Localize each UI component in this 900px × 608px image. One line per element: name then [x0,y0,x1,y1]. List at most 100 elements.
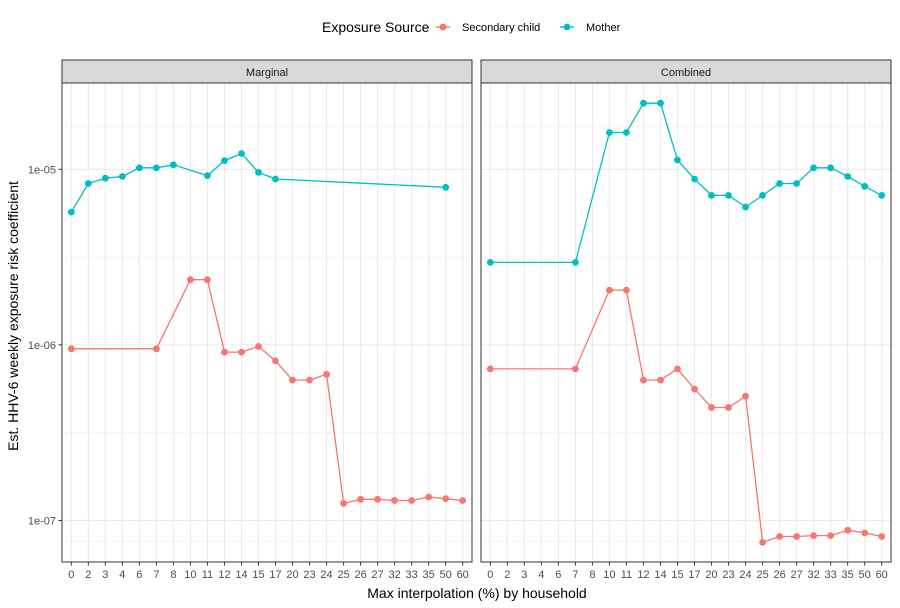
data-point [272,175,279,183]
data-point [793,180,800,187]
panel-strip-label: Combined [661,67,711,79]
data-point [255,343,262,350]
x-tick-label: 14 [235,569,247,581]
x-tick-label: 50 [440,569,452,581]
data-point [425,493,433,501]
x-tick-label: 20 [705,569,717,581]
data-point [793,533,800,540]
data-point [221,348,228,356]
x-tick-label: 10 [184,569,196,581]
x-tick-label: 24 [739,569,751,581]
x-tick-label: 15 [671,569,683,581]
data-point [486,365,494,373]
data-point [725,192,732,199]
x-tick-label: 35 [423,569,435,581]
data-point [442,495,450,503]
data-point [776,533,783,540]
x-tick-label: 4 [119,569,125,581]
data-point [640,99,647,107]
data-point [153,345,160,353]
legend-key-point [439,23,447,31]
x-tick-label: 60 [457,569,469,581]
x-tick-label: 3 [102,569,108,581]
data-point [187,276,194,284]
data-point [623,286,630,294]
legend-label: Mother [586,22,621,34]
series-secondary-child [486,286,886,546]
data-point [606,129,613,136]
x-tick-label: 7 [153,569,159,581]
x-tick-label: 15 [252,569,264,581]
data-point [844,526,852,534]
data-point [623,129,630,136]
x-tick-label: 11 [621,569,632,581]
data-point [844,173,852,180]
data-point [306,376,313,384]
data-point [119,173,126,180]
data-point [657,99,664,107]
x-tick-label: 26 [354,569,366,581]
data-point [374,495,381,503]
y-tick-label: 1e-06 [28,340,56,352]
panel-background [62,83,472,562]
data-point [776,180,783,187]
x-tick-label: 12 [218,569,230,581]
data-point [742,203,749,211]
x-tick-label: 32 [808,569,820,581]
x-tick-label: 4 [538,569,544,581]
x-tick-label: 12 [637,569,649,581]
data-point [674,365,681,373]
legend-key-point [563,23,571,31]
x-tick-label: 17 [269,569,281,581]
data-point [708,192,715,199]
data-point [691,385,698,393]
data-point [101,174,109,182]
data-point [674,156,681,164]
data-point [204,276,211,284]
legend: Exposure Source Secondary child Mother [322,19,621,35]
x-tick-label: 24 [320,569,332,581]
x-tick-label: 32 [389,569,401,581]
data-point [340,500,347,507]
x-tick-label: 25 [337,569,349,581]
data-point [861,182,869,190]
data-point [486,259,494,266]
data-point [136,164,143,172]
panel-border [61,82,473,563]
data-point [759,192,766,199]
data-point [640,376,647,384]
data-point [238,348,245,356]
x-tick-label: 50 [859,569,871,581]
data-point [289,376,296,384]
data-point [759,539,766,546]
data-point [67,208,75,216]
x-tick-label: 10 [603,569,615,581]
x-axis-title: Max interpolation (%) by household [367,585,586,601]
x-tick-label: 23 [722,569,734,581]
data-point [708,404,715,411]
panel-background [481,83,891,562]
data-point [459,497,467,504]
x-tick-label: 35 [842,569,854,581]
x-tick-label: 0 [68,569,74,581]
x-tick-label: 14 [654,569,666,581]
data-point [827,164,834,172]
legend-entry-mother: Mother [560,22,621,34]
data-point [238,150,245,157]
data-point [323,370,330,378]
x-tick-label: 33 [406,569,418,581]
y-tick-label: 1e-05 [28,164,56,176]
data-point [572,259,579,266]
x-tick-label: 20 [286,569,298,581]
data-point [255,169,262,176]
x-tick-label: 0 [487,569,493,581]
x-tick-label: 7 [572,569,578,581]
x-tick-label: 2 [85,569,91,581]
panel-strip-label: Marginal [246,67,288,79]
legend-entry-secondary-child: Secondary child [436,22,540,34]
series-mother [67,150,450,216]
data-point [691,175,698,183]
